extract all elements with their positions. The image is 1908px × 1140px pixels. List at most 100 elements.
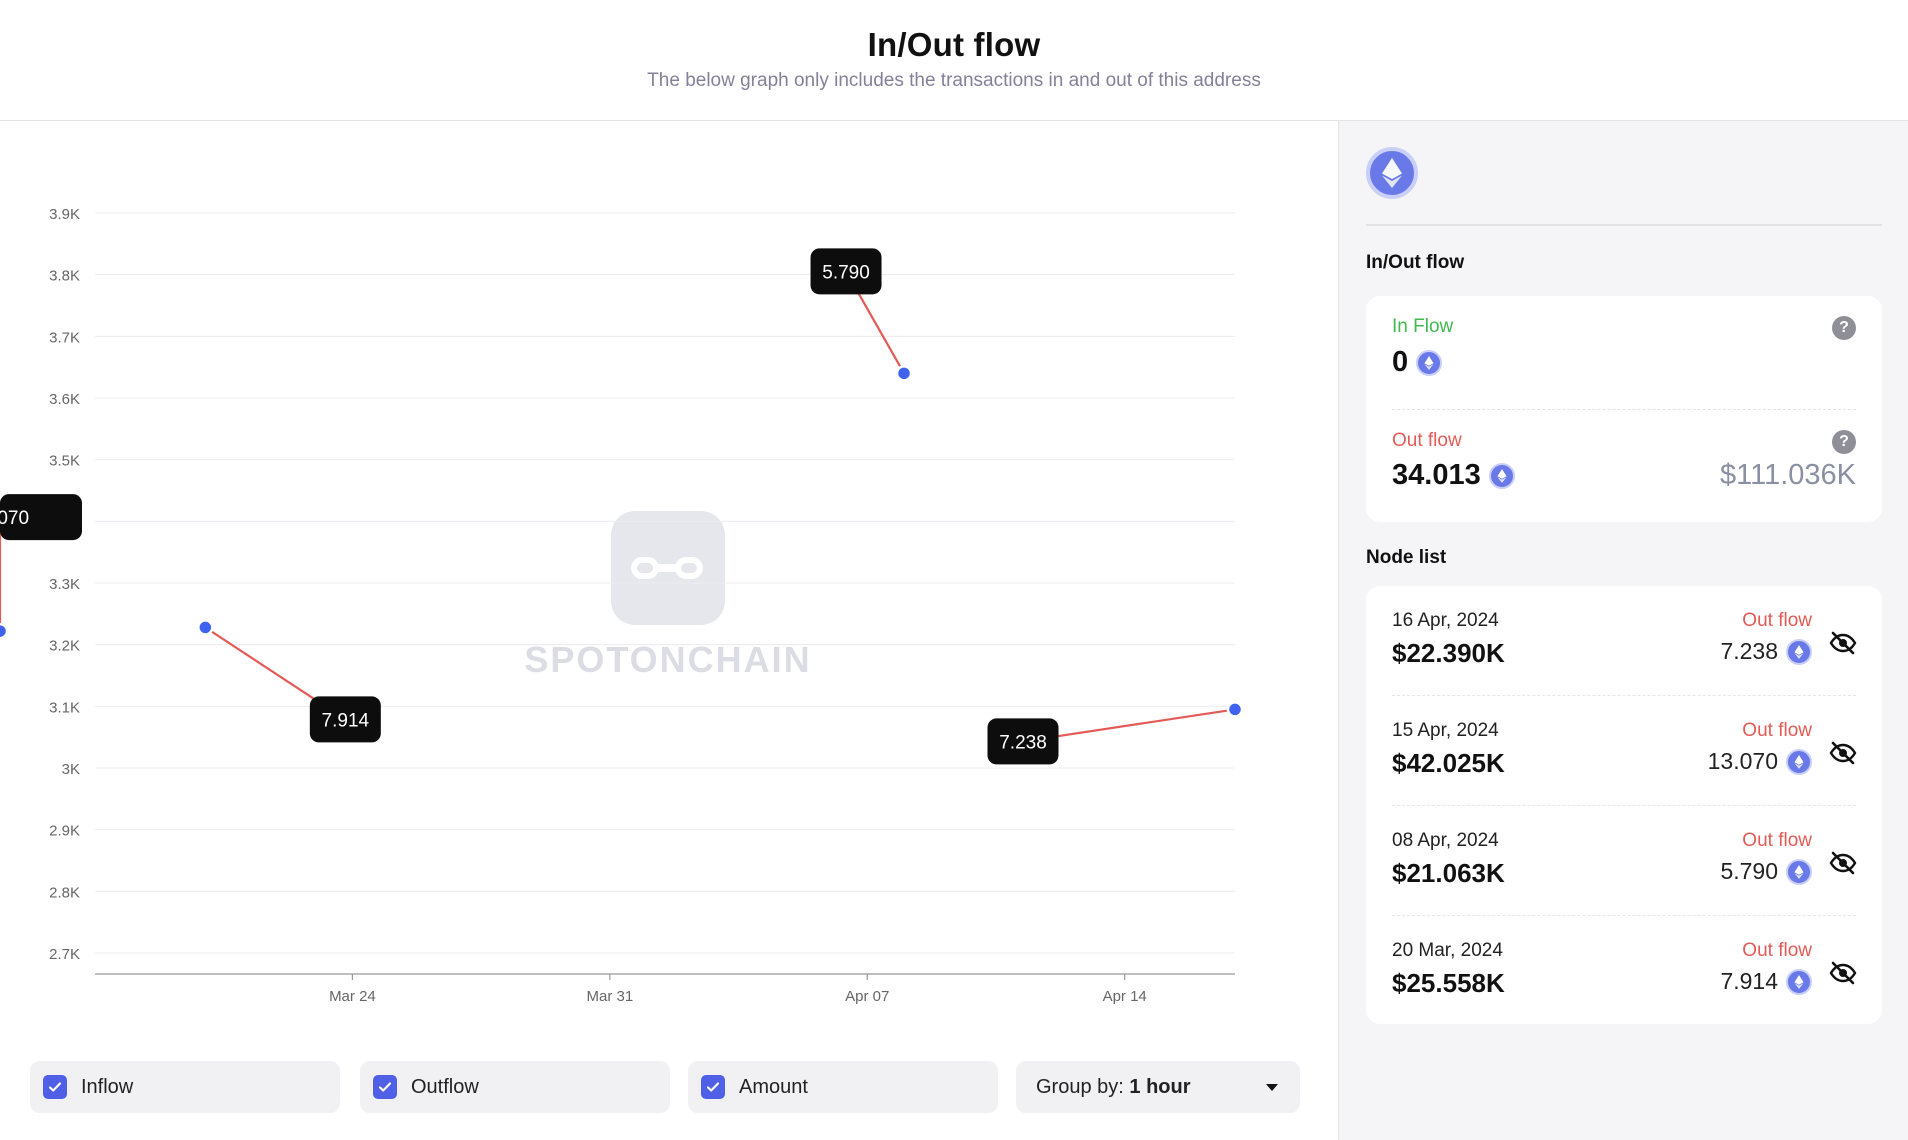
eye-off-icon[interactable] (1828, 958, 1858, 988)
node-amount: 7.238 (1720, 638, 1812, 665)
node-usd: $22.390K (1392, 638, 1505, 668)
x-tick-label: Apr 14 (1103, 988, 1147, 1005)
ethereum-icon (1488, 462, 1515, 489)
out-flow-label: Out flow (1392, 430, 1462, 451)
y-tick-label: 3.1K (49, 699, 80, 716)
y-tick-label: 2.8K (49, 884, 80, 901)
out-flow-value: 34.013 (1392, 459, 1515, 492)
ethereum-icon (1366, 147, 1418, 199)
node-date: 08 Apr, 2024 (1392, 830, 1499, 851)
y-tick-label: 3.7K (49, 329, 80, 346)
y-tick-label: 3.2K (49, 638, 80, 655)
callout-label: 5.790 (822, 262, 870, 283)
inflow-toggle[interactable]: Inflow (30, 1061, 340, 1113)
divider (1392, 695, 1856, 696)
x-tick-label: Mar 31 (586, 988, 633, 1005)
callout-box[interactable] (0, 494, 82, 541)
node-usd: $42.025K (1392, 748, 1505, 778)
flow-summary-card: In Flow ? 0 Out flow ? 34.013 $111.036K (1366, 296, 1882, 522)
in-flow-amount: 0 (1392, 346, 1409, 378)
out-flow-amount: 34.013 (1392, 459, 1481, 491)
amount-checkbox[interactable] (701, 1075, 725, 1099)
divider (1366, 224, 1882, 226)
y-tick-label: 2.7K (49, 946, 80, 963)
chevron-down-icon (1266, 1083, 1278, 1091)
node-type: Out flow (1742, 830, 1812, 851)
list-item[interactable]: 16 Apr, 2024 $22.390K Out flow 7.238 (1366, 586, 1882, 696)
group-by-select[interactable]: Group by: 1 hour (1016, 1061, 1300, 1113)
node-type: Out flow (1742, 720, 1812, 741)
list-item[interactable]: 08 Apr, 2024 $21.063K Out flow 5.790 (1366, 806, 1882, 916)
check-icon (48, 1082, 62, 1092)
callout-label: 13.070 (0, 508, 29, 529)
page-title: In/Out flow (867, 26, 1041, 63)
page-header: In/Out flow The below graph only include… (0, 0, 1908, 121)
ethereum-icon (1416, 349, 1443, 376)
callout-box[interactable] (810, 248, 882, 295)
node-type: Out flow (1742, 610, 1812, 631)
group-by-value: 1 hour (1129, 1075, 1191, 1098)
callout-point (0, 622, 9, 640)
node-type: Out flow (1742, 940, 1812, 961)
check-icon (706, 1082, 720, 1092)
check-icon (378, 1082, 392, 1092)
eye-off-icon[interactable] (1828, 848, 1858, 878)
amount-label: Amount (739, 1075, 808, 1098)
outflow-label: Outflow (411, 1075, 479, 1098)
inflow-label: Inflow (81, 1075, 134, 1098)
chart-controls: Inflow Outflow Amount Group by: 1 hour (30, 1061, 1300, 1113)
y-tick-label: 3K (62, 761, 80, 778)
y-tick-label: 3.9K (49, 206, 80, 223)
y-tick-label: 3.8K (49, 268, 80, 285)
ethereum-icon (1786, 638, 1812, 665)
y-tick-label: 3.6K (49, 391, 80, 408)
y-tick-label: 3.5K (49, 453, 80, 470)
watermark-text: SPOTONCHAIN (524, 639, 812, 680)
divider (1392, 409, 1856, 410)
x-tick-label: Apr 07 (845, 988, 889, 1005)
y-tick-label: 3.3K (49, 576, 80, 593)
callout-point (1226, 701, 1244, 718)
eye-off-icon[interactable] (1828, 628, 1858, 658)
ethereum-icon (1786, 748, 1812, 775)
y-tick-label: 2.9K (49, 823, 80, 840)
callout-label: 7.914 (322, 710, 370, 731)
node-amount: 5.790 (1720, 858, 1812, 885)
node-amount: 13.070 (1708, 748, 1812, 775)
node-list: 16 Apr, 2024 $22.390K Out flow 7.238 15 … (1366, 586, 1882, 1024)
callout-box[interactable] (987, 718, 1059, 765)
node-usd: $25.558K (1392, 968, 1505, 998)
outflow-checkbox[interactable] (373, 1075, 397, 1099)
callout-label: 7.238 (999, 732, 1047, 753)
in-flow-label: In Flow (1392, 316, 1454, 337)
list-item[interactable]: 15 Apr, 2024 $42.025K Out flow 13.070 (1366, 696, 1882, 806)
ethereum-icon (1786, 968, 1812, 995)
outflow-toggle[interactable]: Outflow (360, 1061, 670, 1113)
node-list-title: Node list (1366, 547, 1447, 568)
list-item[interactable]: 20 Mar, 2024 $25.558K Out flow 7.914 (1366, 916, 1882, 1026)
node-usd: $21.063K (1392, 858, 1505, 888)
callout-box[interactable] (309, 696, 381, 743)
ethereum-icon (1786, 858, 1812, 885)
chart-panel: SPOTONCHAIN 2.7K 2.8K 2.9K 3K 3.1K 3.2K 3.3K 3.… (0, 121, 1338, 1140)
in-flow-value: 0 (1392, 346, 1443, 379)
x-tick-label: Mar 24 (329, 988, 376, 1005)
group-by-label: Group by: 1 hour (1036, 1075, 1191, 1098)
divider (1392, 805, 1856, 806)
callout-point (895, 365, 913, 382)
inflow-checkbox[interactable] (43, 1075, 67, 1099)
flow-line-chart[interactable]: 2.7K2.8K2.9K3K3.1K3.2K3.3K3.4K3.5K3.6K3.… (0, 121, 1338, 1041)
page-subtitle: The below graph only includes the transa… (647, 70, 1261, 91)
amount-toggle[interactable]: Amount (688, 1061, 998, 1113)
eye-off-icon[interactable] (1828, 738, 1858, 768)
node-date: 15 Apr, 2024 (1392, 720, 1499, 741)
watermark: SPOTONCHAIN (518, 511, 818, 681)
node-date: 16 Apr, 2024 (1392, 610, 1499, 631)
side-panel: In/Out flow In Flow ? 0 Out flow ? 34.01… (1338, 121, 1908, 1140)
divider (1392, 915, 1856, 916)
callout-point (197, 619, 214, 636)
node-amount: 7.914 (1720, 968, 1812, 995)
node-date: 20 Mar, 2024 (1392, 940, 1503, 961)
help-icon[interactable]: ? (1832, 430, 1856, 454)
help-icon[interactable]: ? (1832, 316, 1856, 340)
